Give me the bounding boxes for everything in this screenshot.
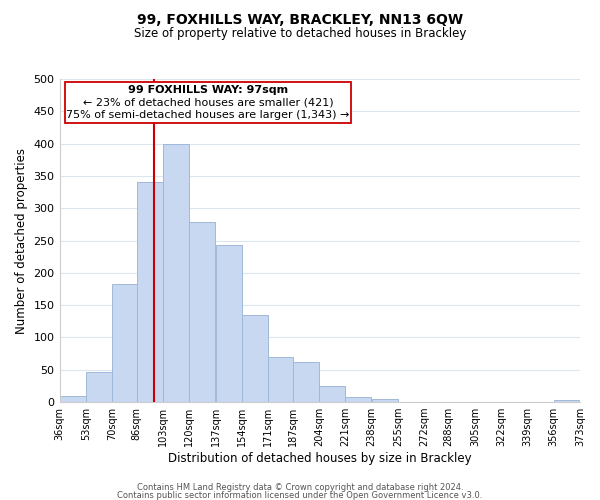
Bar	[242, 315, 268, 402]
FancyBboxPatch shape	[65, 82, 351, 122]
Bar	[59, 396, 86, 402]
Bar	[371, 399, 398, 402]
Bar	[293, 362, 319, 402]
Text: Contains HM Land Registry data © Crown copyright and database right 2024.: Contains HM Land Registry data © Crown c…	[137, 483, 463, 492]
Bar	[554, 400, 580, 402]
Bar	[163, 144, 189, 402]
Text: Contains public sector information licensed under the Open Government Licence v3: Contains public sector information licen…	[118, 490, 482, 500]
X-axis label: Distribution of detached houses by size in Brackley: Distribution of detached houses by size …	[168, 452, 472, 465]
Bar	[215, 245, 242, 402]
Bar	[268, 357, 293, 402]
Text: ← 23% of detached houses are smaller (421): ← 23% of detached houses are smaller (42…	[83, 98, 333, 108]
Text: 75% of semi-detached houses are larger (1,343) →: 75% of semi-detached houses are larger (…	[66, 110, 350, 120]
Y-axis label: Number of detached properties: Number of detached properties	[15, 148, 28, 334]
Bar	[319, 386, 345, 402]
Text: 99, FOXHILLS WAY, BRACKLEY, NN13 6QW: 99, FOXHILLS WAY, BRACKLEY, NN13 6QW	[137, 12, 463, 26]
Bar	[190, 222, 215, 402]
Bar	[346, 397, 371, 402]
Bar	[137, 182, 163, 402]
Bar	[112, 284, 137, 402]
Text: 99 FOXHILLS WAY: 97sqm: 99 FOXHILLS WAY: 97sqm	[128, 84, 288, 94]
Bar	[86, 372, 112, 402]
Text: Size of property relative to detached houses in Brackley: Size of property relative to detached ho…	[134, 28, 466, 40]
